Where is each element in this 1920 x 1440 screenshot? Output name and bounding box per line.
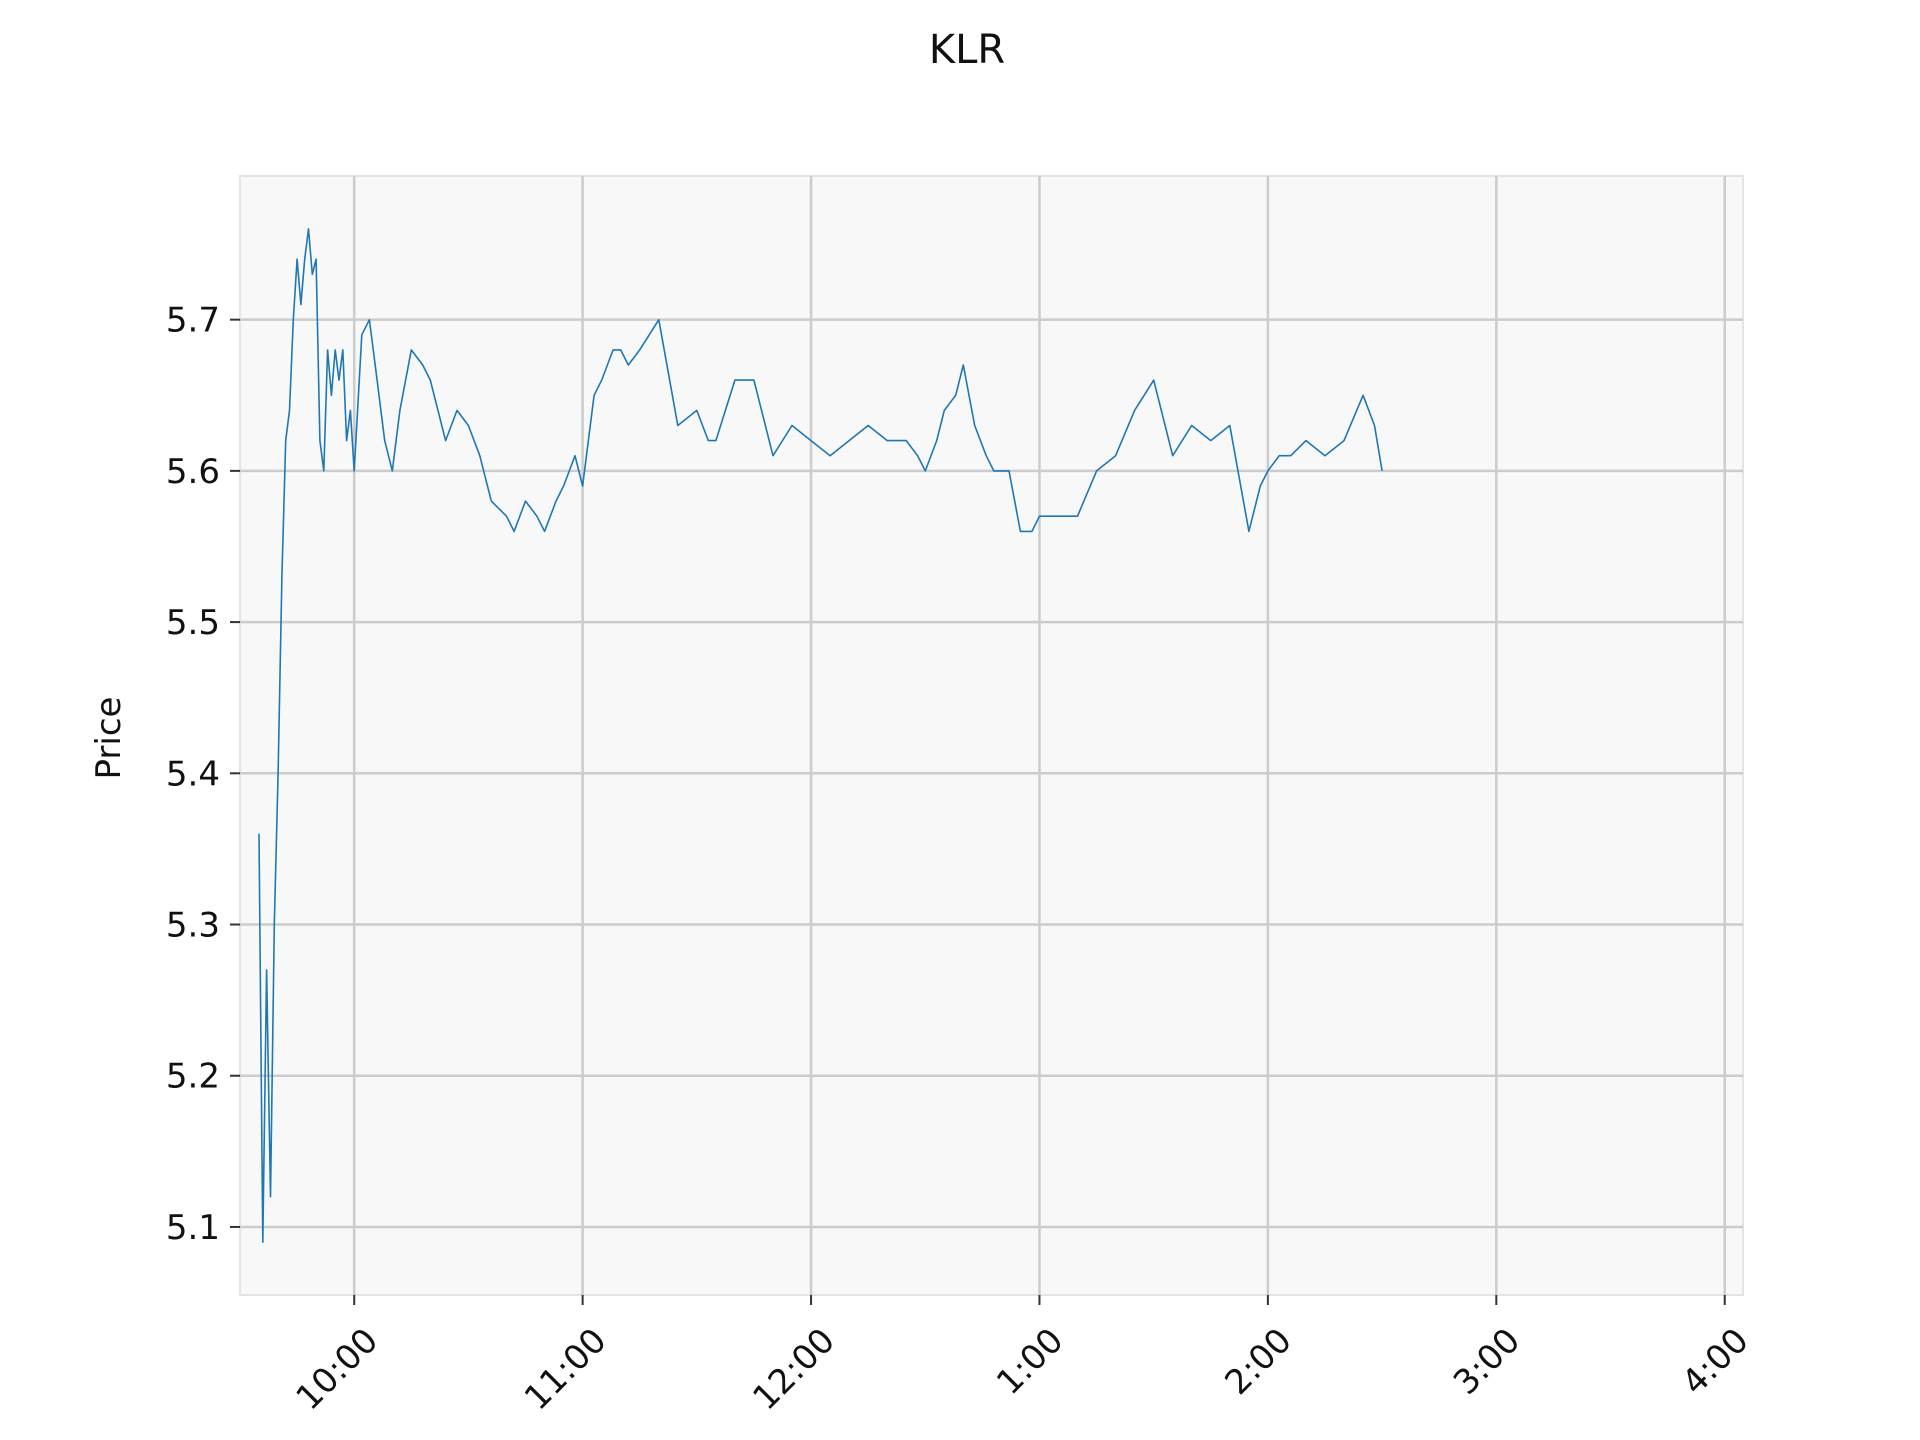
x-tick-label: 1:00: [989, 1321, 1071, 1403]
x-tick-label: 3:00: [1446, 1321, 1528, 1403]
chart-title: KLR: [929, 27, 1005, 73]
y-axis-label: Price: [89, 697, 129, 780]
y-tick-label: 5.1: [166, 1208, 220, 1248]
grid-lines: [240, 176, 1743, 1295]
y-tick-label: 5.2: [166, 1057, 220, 1097]
x-tick-label: 10:00: [289, 1321, 387, 1419]
x-tick-label: 12:00: [745, 1321, 843, 1419]
y-tick-label: 5.6: [166, 452, 220, 492]
y-tick-label: 5.5: [166, 603, 220, 643]
x-tick-label: 2:00: [1218, 1321, 1300, 1403]
x-axis-ticks: 10:00 11:00 12:00 1:00 2:00 3:00 4:00: [289, 1295, 1757, 1418]
y-tick-label: 5.7: [166, 301, 220, 341]
x-tick-label: 4:00: [1674, 1321, 1756, 1403]
y-tick-label: 5.4: [166, 754, 220, 794]
x-tick-label: 11:00: [517, 1321, 615, 1419]
y-axis-ticks: 5.1 5.2 5.3 5.4 5.5 5.6 5.7: [166, 301, 240, 1248]
plot-area: [239, 175, 1744, 1296]
y-tick-label: 5.3: [166, 906, 220, 946]
price-series-line: [258, 228, 1383, 1243]
